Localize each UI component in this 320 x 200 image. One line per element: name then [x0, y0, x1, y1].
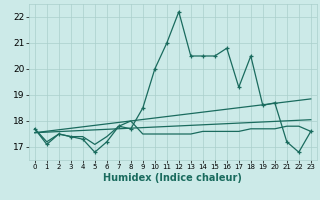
X-axis label: Humidex (Indice chaleur): Humidex (Indice chaleur)	[103, 173, 242, 183]
